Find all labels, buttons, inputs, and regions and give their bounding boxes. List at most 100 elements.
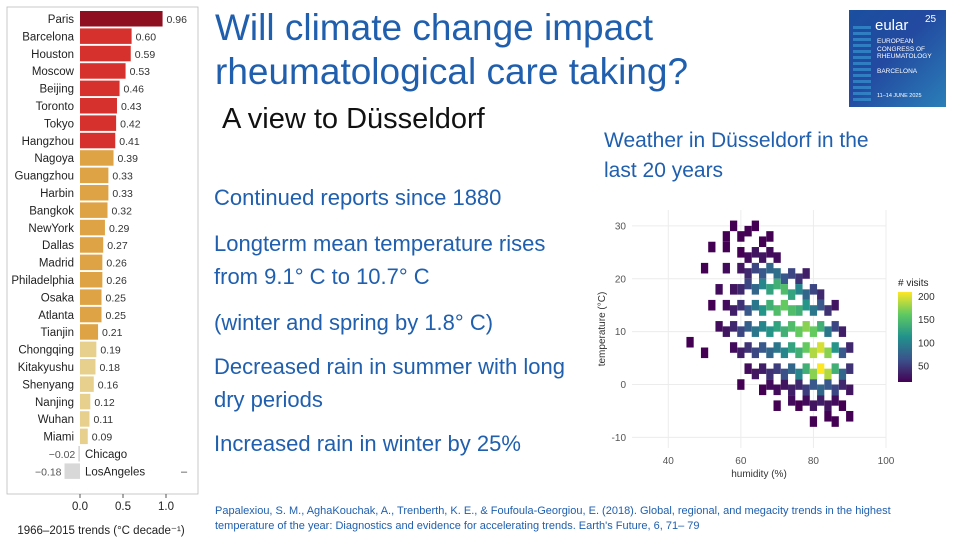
heatmap-cell (795, 326, 803, 337)
heatmap-cell (788, 395, 796, 406)
heatmap-cell (809, 368, 818, 380)
heatmap-cell (809, 347, 818, 359)
heatmap-cell (780, 347, 789, 359)
heatmap-cell (729, 220, 738, 232)
heatmap-cell (722, 231, 730, 242)
heatmap-cell (773, 252, 781, 263)
slide-subtitle: A view to Düsseldorf (222, 103, 485, 135)
heatmap-cell (737, 284, 745, 295)
x-tick-label: 0.0 (72, 501, 88, 513)
bar (80, 98, 117, 114)
bar-category-label: Dallas (42, 240, 74, 252)
bar-value-label: 0.41 (119, 136, 140, 148)
heatmap-cell (824, 368, 832, 380)
heatmap-cell (802, 363, 810, 374)
bar-value-label: 0.43 (121, 101, 142, 113)
heatmap-cell (838, 326, 847, 337)
citation: Papalexiou, S. M., AghaKouchak, A., Tren… (215, 505, 891, 532)
heatmap-cell (759, 278, 767, 290)
heatmap-cell (773, 384, 781, 396)
logo-decoration (853, 26, 871, 104)
x-tick-label: 60 (735, 456, 747, 467)
heatmap-cell (780, 379, 789, 390)
heatmap-cell (737, 379, 745, 390)
legend-colorbar (898, 292, 912, 382)
heatmap-cell (773, 342, 781, 353)
heatmap-cell (780, 299, 789, 311)
bar (80, 115, 117, 131)
heatmap-cell (715, 321, 723, 332)
heatmap-cell (831, 342, 839, 353)
legend-title: # visits (898, 278, 929, 289)
heatmap-cell (788, 384, 796, 396)
heatmap-cell (824, 379, 832, 390)
heatmap-cell (846, 410, 854, 422)
heatmap-cell (722, 299, 730, 311)
bar-value-label: 0.12 (94, 397, 115, 409)
legend-tick-label: 100 (918, 338, 935, 349)
heatmap-cell (715, 284, 723, 295)
x-tick-label: 40 (663, 456, 675, 467)
bar-value-label: 0.59 (135, 49, 156, 61)
heatmap-cell (838, 379, 847, 390)
heatmap-cell (766, 379, 774, 390)
heatmap-cell (802, 384, 810, 396)
heatmap-cell (831, 363, 839, 374)
bar-category-label: Harbin (40, 188, 74, 200)
heatmap-cell (759, 363, 767, 374)
bar-value-label: 0.33 (112, 188, 133, 200)
x-tick-label: 0.5 (115, 501, 131, 513)
bar-category-label: Toronto (36, 101, 74, 113)
heatmap-cell (846, 384, 854, 396)
legend-tick-label: 200 (918, 292, 935, 303)
heatmap-cell (802, 299, 810, 311)
heatmap-cell (744, 321, 752, 332)
heatmap-cell (809, 416, 818, 427)
bar-value-label: 0.18 (99, 362, 120, 374)
heatmap-cell (737, 299, 745, 311)
heatmap-cell (766, 299, 774, 311)
bar-value-label: 0.16 (98, 379, 119, 391)
heatmap-cell (751, 347, 759, 359)
heatmap-title: Weather in Düsseldorf in the last 20 yea… (604, 129, 869, 182)
heatmap-cell (788, 342, 796, 353)
heatmap-cell (824, 326, 832, 337)
heatmap-cell (759, 252, 767, 263)
heatmap-cell (780, 273, 789, 285)
heatmap-cell (824, 400, 832, 411)
bar-category-label: Wuhan (38, 414, 74, 426)
bar (80, 28, 132, 44)
y-tick-label: -10 (612, 433, 627, 444)
heatmap-cell (788, 289, 796, 300)
slide-title: Will climate change impact rheumatologic… (215, 7, 689, 92)
heatmap-cell (788, 321, 796, 332)
bar-category-label: Bangkok (29, 205, 74, 217)
y-tick-label: 30 (615, 221, 627, 232)
bar-category-label: Barcelona (22, 31, 74, 43)
bar-chart-frame (6, 6, 199, 495)
heatmap-cell (831, 395, 839, 406)
bar-value-label: 0.11 (93, 414, 113, 426)
heatmap-cell (766, 347, 774, 359)
heatmap-cell (766, 368, 774, 380)
heatmap-cell (751, 299, 759, 311)
bar (80, 324, 99, 340)
heatmap-cell (773, 321, 781, 332)
heatmap-cell (809, 305, 818, 316)
bar (80, 289, 102, 305)
heatmap-cell (824, 305, 832, 316)
x-axis-label: 1966–2015 trends (°C decade⁻¹) (17, 525, 184, 537)
bar (80, 63, 126, 79)
heatmap-cell (802, 395, 810, 406)
bar-category-label: NewYork (28, 223, 74, 235)
bar-value-label: 0.53 (130, 66, 151, 78)
heatmap-cell (751, 262, 759, 274)
bar-category-label: Chongqing (18, 345, 74, 357)
heatmap-cell (817, 299, 825, 311)
bar-value-label: 0.25 (106, 310, 127, 322)
bar (80, 45, 131, 62)
heatmap-cell (744, 342, 752, 353)
bar-value-label: 0.19 (100, 345, 121, 357)
bar-value-label: 0.26 (106, 258, 127, 270)
bar-value-label: 0.39 (118, 153, 139, 165)
